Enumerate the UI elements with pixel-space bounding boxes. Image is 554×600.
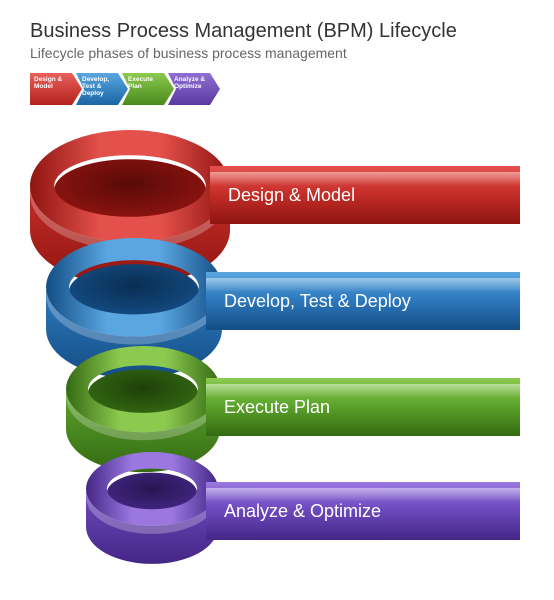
funnel-bar-label: Design & Model xyxy=(228,185,355,206)
funnel-diagram: Design & Model xyxy=(30,130,530,570)
funnel-bar: Analyze & Optimize xyxy=(206,482,520,540)
chevron-item: Design & Model xyxy=(30,73,82,105)
bar-highlight xyxy=(206,278,520,292)
funnel-bar-label: Develop, Test & Deploy xyxy=(224,291,411,312)
bar-highlight xyxy=(206,488,520,502)
chevron-item: Develop, Test & Deploy xyxy=(76,73,128,105)
funnel-bar: Execute Plan xyxy=(206,378,520,436)
chevron-item: Analyze & Optimize xyxy=(168,73,220,105)
page-subtitle: Lifecycle phases of business process man… xyxy=(30,45,534,61)
funnel-bar-label: Execute Plan xyxy=(224,397,330,418)
chevron-label: Design & Model xyxy=(34,76,74,90)
chevron-label: Develop, Test & Deploy xyxy=(82,76,120,97)
page-title: Business Process Management (BPM) Lifecy… xyxy=(30,20,534,43)
bar-highlight xyxy=(210,172,520,186)
funnel-bar-label: Analyze & Optimize xyxy=(224,501,381,522)
chevron-legend: Design & Model Develop, Test & Deploy xyxy=(30,73,534,105)
chevron-label: Execute Plan xyxy=(128,76,166,90)
chevron-label: Analyze & Optimize xyxy=(174,76,212,90)
funnel-bar: Design & Model xyxy=(210,166,520,224)
chevron-item: Execute Plan xyxy=(122,73,174,105)
funnel-ring xyxy=(86,452,218,574)
bar-highlight xyxy=(206,384,520,398)
funnel-bar: Develop, Test & Deploy xyxy=(206,272,520,330)
